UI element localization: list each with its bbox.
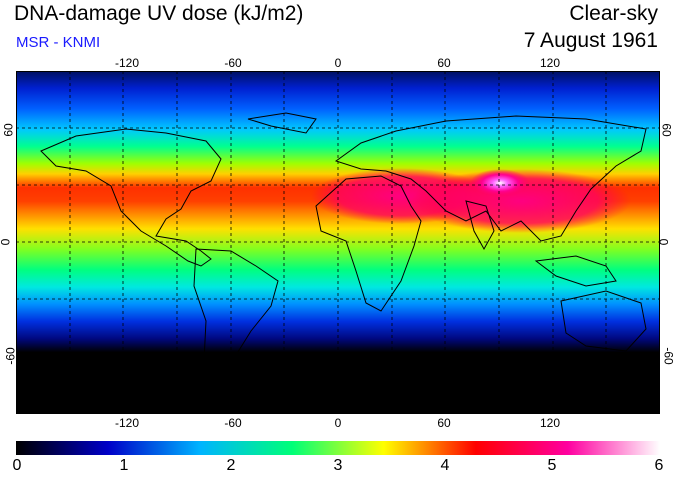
lon-tick-bottom: 0 [334, 416, 342, 430]
lon-tick-bottom: 60 [437, 416, 451, 430]
colorbar-label: 5 [547, 457, 557, 474]
lat-tick-left: 60 [1, 123, 16, 137]
map-frame [16, 71, 660, 414]
lat-tick-right: 60 [659, 123, 674, 137]
colorbar-label: 6 [654, 457, 664, 474]
uv-dose-world-map [16, 71, 660, 414]
colorbar-label: 4 [440, 457, 450, 474]
north-america-coast [40, 128, 222, 267]
lon-tick-top: 60 [437, 56, 451, 70]
australia-coast [560, 290, 647, 352]
south-america-coast [193, 248, 279, 387]
coastlines [40, 112, 647, 387]
colorbar-label: 0 [12, 457, 22, 474]
uv-hotspot-tibet [470, 169, 530, 197]
source-label: MSR - KNMI [16, 34, 101, 51]
lon-tick-top: 0 [334, 56, 342, 70]
map-title: DNA-damage UV dose (kJ/m2) [14, 2, 304, 25]
colorbar-label: 1 [119, 457, 129, 474]
graticule [16, 71, 660, 414]
europe-asia-coast [334, 115, 647, 242]
lon-tick-top: -60 [224, 56, 242, 70]
uv-field [16, 71, 660, 414]
colorbar-label: 3 [333, 457, 343, 474]
colorbar-label: 2 [226, 457, 236, 474]
lon-tick-top: 120 [539, 56, 561, 70]
africa-coast [315, 175, 422, 312]
lat-tick-right: -60 [661, 347, 676, 365]
lat-tick-left: 0 [0, 239, 12, 246]
greenland-coast [247, 112, 317, 134]
southeast-asia-islands [534, 255, 617, 287]
india-coast [465, 200, 495, 251]
lon-tick-bottom: 120 [539, 416, 561, 430]
date-label: 7 August 1961 [523, 29, 658, 52]
lon-tick-top: -120 [114, 56, 140, 70]
colorbar [16, 441, 660, 455]
lon-tick-bottom: -120 [114, 416, 140, 430]
sky-condition-label: Clear-sky [569, 2, 658, 25]
lon-tick-bottom: -60 [224, 416, 242, 430]
